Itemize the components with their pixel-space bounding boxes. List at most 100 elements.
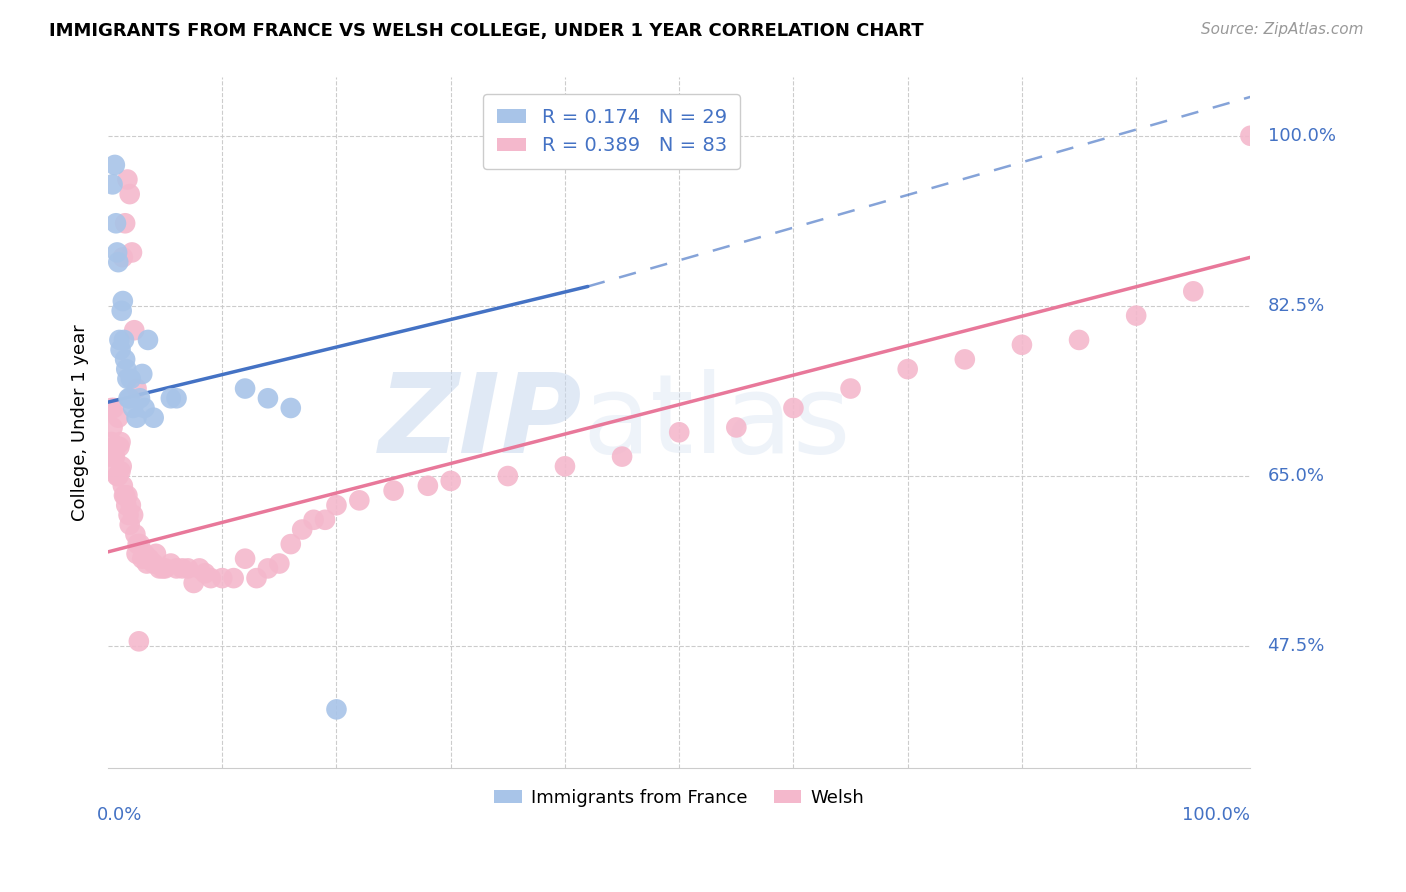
- Point: [554, 459, 576, 474]
- Point: [111, 250, 134, 264]
- Point: [104, 216, 127, 230]
- Point: [257, 391, 280, 405]
- Point: [112, 333, 135, 347]
- Point: [121, 245, 143, 260]
- Point: [131, 367, 153, 381]
- Point: [120, 372, 142, 386]
- Point: [114, 488, 136, 502]
- Point: [280, 537, 302, 551]
- Text: IMMIGRANTS FROM FRANCE VS WELSH COLLEGE, UNDER 1 YEAR CORRELATION CHART: IMMIGRANTS FROM FRANCE VS WELSH COLLEGE,…: [49, 22, 924, 40]
- Point: [128, 634, 150, 648]
- Point: [100, 401, 122, 415]
- Point: [159, 557, 181, 571]
- Point: [105, 245, 128, 260]
- Point: [108, 333, 131, 347]
- Point: [159, 391, 181, 405]
- Point: [1011, 338, 1033, 352]
- Text: ZIP: ZIP: [378, 369, 582, 476]
- Point: [101, 178, 124, 192]
- Point: [100, 435, 122, 450]
- Point: [172, 561, 194, 575]
- Point: [110, 343, 132, 357]
- Point: [839, 382, 862, 396]
- Point: [152, 561, 174, 575]
- Point: [114, 216, 136, 230]
- Text: 65.0%: 65.0%: [1268, 467, 1324, 485]
- Point: [610, 450, 633, 464]
- Point: [325, 702, 347, 716]
- Point: [153, 561, 176, 575]
- Point: [1182, 285, 1205, 299]
- Text: Source: ZipAtlas.com: Source: ZipAtlas.com: [1201, 22, 1364, 37]
- Point: [127, 537, 149, 551]
- Point: [134, 547, 156, 561]
- Point: [114, 352, 136, 367]
- Point: [188, 561, 211, 575]
- Point: [98, 450, 121, 464]
- Point: [314, 513, 336, 527]
- Text: 47.5%: 47.5%: [1268, 637, 1324, 656]
- Point: [1125, 309, 1147, 323]
- Point: [104, 464, 127, 478]
- Point: [782, 401, 804, 415]
- Text: 100.0%: 100.0%: [1268, 127, 1336, 145]
- Point: [233, 551, 256, 566]
- Point: [148, 561, 170, 575]
- Point: [135, 557, 157, 571]
- Point: [103, 401, 125, 415]
- Point: [110, 435, 132, 450]
- Point: [349, 493, 371, 508]
- Point: [200, 571, 222, 585]
- Point: [107, 255, 129, 269]
- Point: [257, 561, 280, 575]
- Point: [245, 571, 267, 585]
- Point: [183, 576, 205, 591]
- Point: [177, 561, 200, 575]
- Y-axis label: College, Under 1 year: College, Under 1 year: [72, 324, 89, 521]
- Point: [131, 551, 153, 566]
- Point: [104, 450, 127, 464]
- Point: [107, 410, 129, 425]
- Point: [122, 323, 145, 337]
- Text: atlas: atlas: [582, 369, 851, 476]
- Point: [120, 498, 142, 512]
- Point: [325, 498, 347, 512]
- Point: [953, 352, 976, 367]
- Point: [166, 391, 188, 405]
- Point: [108, 440, 131, 454]
- Point: [111, 293, 134, 308]
- Point: [122, 401, 145, 415]
- Point: [142, 410, 165, 425]
- Point: [291, 523, 314, 537]
- Point: [222, 571, 245, 585]
- Point: [112, 488, 135, 502]
- Point: [111, 303, 134, 318]
- Point: [211, 571, 233, 585]
- Point: [416, 479, 439, 493]
- Point: [142, 557, 165, 571]
- Point: [897, 362, 920, 376]
- Point: [129, 537, 152, 551]
- Legend: Immigrants from France, Welsh: Immigrants from France, Welsh: [488, 781, 872, 814]
- Point: [233, 382, 256, 396]
- Point: [117, 372, 139, 386]
- Point: [496, 469, 519, 483]
- Point: [125, 547, 148, 561]
- Point: [302, 513, 325, 527]
- Point: [107, 469, 129, 483]
- Text: 82.5%: 82.5%: [1268, 297, 1324, 315]
- Point: [725, 420, 748, 434]
- Point: [118, 187, 141, 202]
- Point: [1067, 333, 1090, 347]
- Point: [118, 517, 141, 532]
- Point: [194, 566, 217, 581]
- Point: [125, 382, 148, 396]
- Point: [105, 469, 128, 483]
- Point: [110, 464, 132, 478]
- Point: [124, 527, 146, 541]
- Point: [138, 551, 160, 566]
- Point: [280, 401, 302, 415]
- Point: [101, 420, 124, 434]
- Text: 100.0%: 100.0%: [1182, 805, 1250, 823]
- Point: [117, 488, 139, 502]
